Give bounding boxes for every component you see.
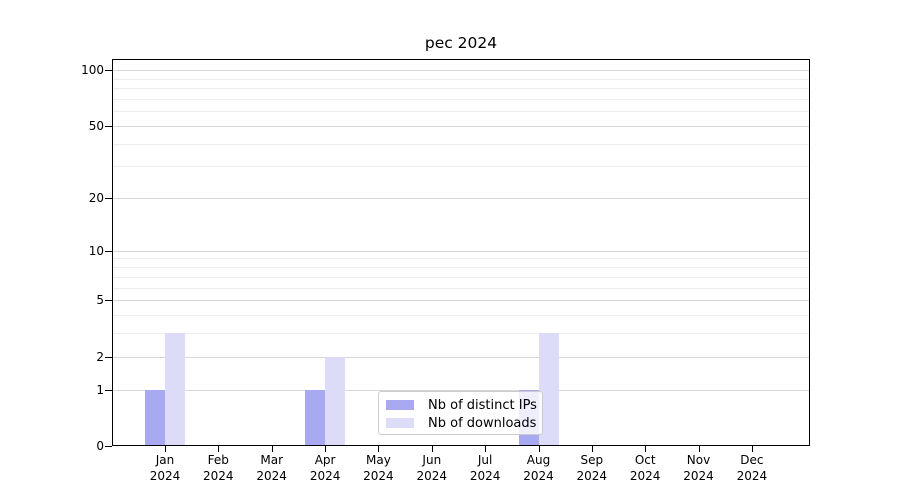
x-tick-label: Jun 2024	[416, 453, 448, 483]
legend-row-distinct-ips: Nb of distinct IPs	[386, 396, 542, 414]
legend-label-downloads: Nb of downloads	[428, 415, 537, 431]
gridline-minor	[113, 78, 809, 80]
gridline-minor	[113, 276, 809, 278]
gridline-major	[113, 250, 809, 252]
gridline-minor	[113, 314, 809, 316]
gridline-minor	[113, 88, 809, 89]
gridline-major	[113, 70, 809, 71]
x-tick-label: Apr 2024	[309, 453, 341, 483]
x-tick-mark	[485, 446, 487, 452]
x-tick-label: May 2024	[363, 453, 394, 483]
y-tick-mark	[105, 125, 112, 127]
chart-title: pec 2024	[424, 34, 498, 52]
x-tick-mark	[218, 446, 220, 452]
y-tick-label: 50	[88, 118, 104, 133]
gridline-major	[113, 198, 809, 199]
bar-downloads-aug	[538, 333, 559, 446]
y-tick-label: 20	[88, 191, 104, 205]
x-tick-label: Mar 2024	[256, 453, 287, 483]
gridline-minor	[113, 267, 809, 268]
legend-swatch-downloads-icon	[386, 418, 414, 428]
x-tick-mark	[271, 446, 273, 452]
gridline-major	[113, 389, 809, 391]
legend-row-downloads: Nb of downloads	[386, 414, 542, 432]
bar-downloads-apr	[325, 356, 346, 446]
x-tick-label: Aug 2024	[523, 453, 554, 483]
x-tick-mark	[538, 446, 540, 452]
y-tick-label: 0	[96, 439, 104, 453]
x-tick-label: Jan 2024	[149, 453, 181, 483]
x-tick-mark	[698, 446, 700, 452]
y-tick-mark	[105, 389, 112, 391]
bar-distinct-ips-jan	[145, 389, 165, 446]
bar-downloads-jan	[165, 333, 185, 446]
x-tick-label: Jul 2024	[469, 453, 501, 483]
y-tick-mark	[105, 446, 112, 447]
x-tick-mark	[645, 446, 647, 452]
y-tick-label: 10	[88, 243, 104, 258]
y-tick-mark	[105, 198, 112, 199]
legend-label-distinct-ips: Nb of distinct IPs	[428, 397, 537, 413]
y-tick-label: 1	[96, 382, 104, 397]
bar-distinct-ips-apr	[305, 389, 326, 446]
x-tick-mark	[751, 446, 753, 452]
gridline-major	[113, 300, 809, 301]
gridline-minor	[113, 333, 809, 335]
gridline-major	[113, 356, 809, 358]
x-tick-mark	[591, 446, 593, 452]
gridline-minor	[113, 111, 809, 113]
x-tick-mark	[325, 446, 327, 452]
y-tick-label: 2	[96, 349, 104, 364]
gridline-minor	[113, 258, 809, 260]
gridline-major	[113, 125, 809, 127]
plot-area	[112, 59, 810, 446]
y-tick-mark	[105, 356, 112, 358]
x-tick-mark	[378, 446, 380, 452]
x-tick-mark	[431, 446, 433, 452]
gridline-minor	[113, 166, 809, 168]
y-tick-label: 100	[81, 63, 104, 77]
y-tick-mark	[105, 250, 112, 252]
legend: Nb of distinct IPs Nb of downloads	[378, 391, 543, 435]
x-tick-label: Sep 2024	[576, 453, 608, 483]
x-tick-label: Dec 2024	[736, 453, 768, 483]
gridline-minor	[113, 98, 809, 100]
gridline-minor	[113, 143, 809, 145]
x-tick-label: Oct 2024	[629, 453, 661, 483]
x-tick-label: Feb 2024	[203, 453, 234, 483]
y-tick-mark	[105, 300, 112, 301]
y-tick-label: 5	[96, 293, 104, 307]
legend-swatch-distinct-ips-icon	[386, 400, 414, 410]
x-tick-mark	[165, 446, 166, 452]
x-tick-label: Nov 2024	[683, 453, 714, 483]
y-tick-mark	[105, 70, 112, 71]
gridline-minor	[113, 287, 809, 289]
